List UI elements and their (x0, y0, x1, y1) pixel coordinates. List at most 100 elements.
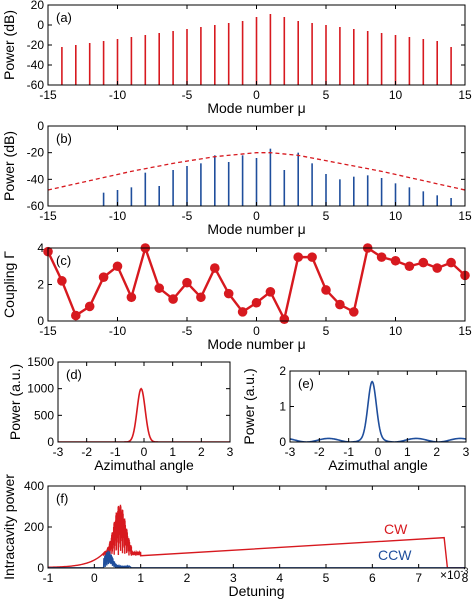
x-tick-label: -3 (53, 445, 64, 459)
x-tick-label: 10 (389, 324, 403, 338)
x-tick-label: -5 (182, 209, 193, 223)
x-tick-label: 5 (323, 88, 330, 102)
y-tick-label: 20 (31, 0, 45, 12)
panel-label: (b) (56, 131, 72, 146)
y-tick-label: 4 (37, 241, 44, 255)
x-tick-label: -5 (182, 324, 193, 338)
panel-a: -15 -10 -5 0 5 10 15 -60 -40 -20 0 20 Mode number μ P… (1, 0, 472, 116)
y-axis-label: Intracavity power (1, 474, 17, 580)
x-tick-label: 5 (323, 209, 330, 223)
y-tick-label: 0 (37, 314, 44, 328)
panel-label: (f) (56, 491, 68, 506)
x-tick-label: 15 (458, 209, 472, 223)
y-tick-label: 1 (279, 400, 286, 414)
data-point (126, 292, 137, 303)
x-exponent-base: ×10 (440, 568, 461, 582)
x-axis-label: Mode number μ (207, 100, 305, 116)
y-tick-label: 0 (279, 435, 286, 449)
y-tick-label: 0 (37, 119, 44, 133)
x-axis-label: Azimuthal angle (328, 457, 428, 473)
x-tick-label: -1 (343, 445, 354, 459)
x-exponent: ×10-3 (440, 566, 468, 582)
x-tick-label: -1 (110, 445, 121, 459)
x-tick-label: 7 (415, 571, 422, 585)
x-tick-label: 1 (169, 445, 176, 459)
series-label-ccw: CCW (378, 547, 412, 563)
y-tick-label: 0 (37, 18, 44, 32)
pulse-line (290, 380, 466, 442)
x-tick-label: 0 (91, 571, 98, 585)
x-tick-label: 10 (389, 209, 403, 223)
x-tick-label: -15 (39, 209, 57, 223)
pulse-line (58, 387, 230, 442)
x-axis-label: Detuning (228, 583, 284, 599)
data-point (432, 263, 443, 273)
y-tick-label: -60 (27, 78, 45, 92)
x-tick-label: 1 (404, 445, 411, 459)
panel-label: (d) (66, 367, 82, 382)
y-tick-label: -20 (27, 146, 45, 160)
y-tick-label: -60 (27, 199, 45, 213)
x-tick-label: -15 (39, 88, 57, 102)
y-tick-label: 0 (37, 561, 44, 575)
y-tick-label: -40 (27, 172, 45, 186)
y-tick-label: 500 (34, 408, 54, 422)
x-tick-label: -15 (39, 324, 57, 338)
coupling-line (48, 248, 465, 321)
envelope-line (48, 152, 465, 191)
data-point (418, 257, 429, 268)
data-point (349, 307, 359, 317)
data-point (321, 285, 331, 295)
plot-area-c (48, 248, 465, 321)
x-tick-label: 15 (458, 324, 472, 338)
x-tick-label: -3 (285, 445, 296, 459)
data-point (251, 297, 262, 308)
x-axis-label: Azimuthal angle (94, 457, 194, 473)
data-point (446, 257, 456, 268)
data-point (154, 283, 164, 293)
data-point (168, 294, 178, 304)
data-point (279, 314, 290, 324)
x-tick-label: 1 (137, 571, 144, 585)
y-tick-label: 200 (24, 520, 44, 534)
x-tick-label: -2 (81, 445, 92, 459)
panel-c: -15 -10 -5 0 5 10 15 0 2 4 Mode number μ Coupling Γ… (1, 241, 472, 352)
x-tick-label: 15 (458, 88, 472, 102)
x-axis-label: Mode number μ (207, 336, 305, 352)
plot-area-f (48, 504, 465, 568)
data-point (293, 252, 304, 262)
cw-line (48, 504, 465, 568)
plot-area-a (61, 14, 452, 85)
plot-area-e (290, 380, 466, 442)
x-tick-label: 0 (253, 324, 260, 338)
x-tick-label: 0 (253, 209, 260, 223)
x-tick-label: 6 (369, 571, 376, 585)
x-tick-label: 5 (323, 571, 330, 585)
x-tick-label: 3 (463, 445, 470, 459)
x-tick-label: -10 (109, 324, 127, 338)
x-tick-label: 3 (227, 445, 234, 459)
x-exponent-power: -3 (460, 566, 468, 576)
data-point (98, 272, 109, 283)
x-tick-label: -1 (43, 571, 54, 585)
x-tick-label: 10 (389, 88, 403, 102)
x-tick-label: -2 (314, 445, 325, 459)
y-axis-label: Power (a.u.) (7, 364, 23, 440)
x-tick-label: 0 (253, 88, 260, 102)
y-axis-label: Power (a.u.) (241, 368, 257, 444)
y-tick-label: 2 (279, 364, 286, 378)
x-tick-label: 2 (198, 445, 205, 459)
y-tick-label: 1500 (27, 355, 54, 369)
x-tick-label: 5 (323, 324, 330, 338)
panel-label: (a) (56, 10, 72, 25)
plot-area-b (48, 148, 465, 206)
data-point (237, 307, 248, 317)
data-point (57, 276, 67, 286)
data-point (223, 288, 234, 299)
x-tick-label: -10 (109, 88, 127, 102)
x-tick-label: 4 (276, 571, 283, 585)
data-point (112, 261, 123, 272)
